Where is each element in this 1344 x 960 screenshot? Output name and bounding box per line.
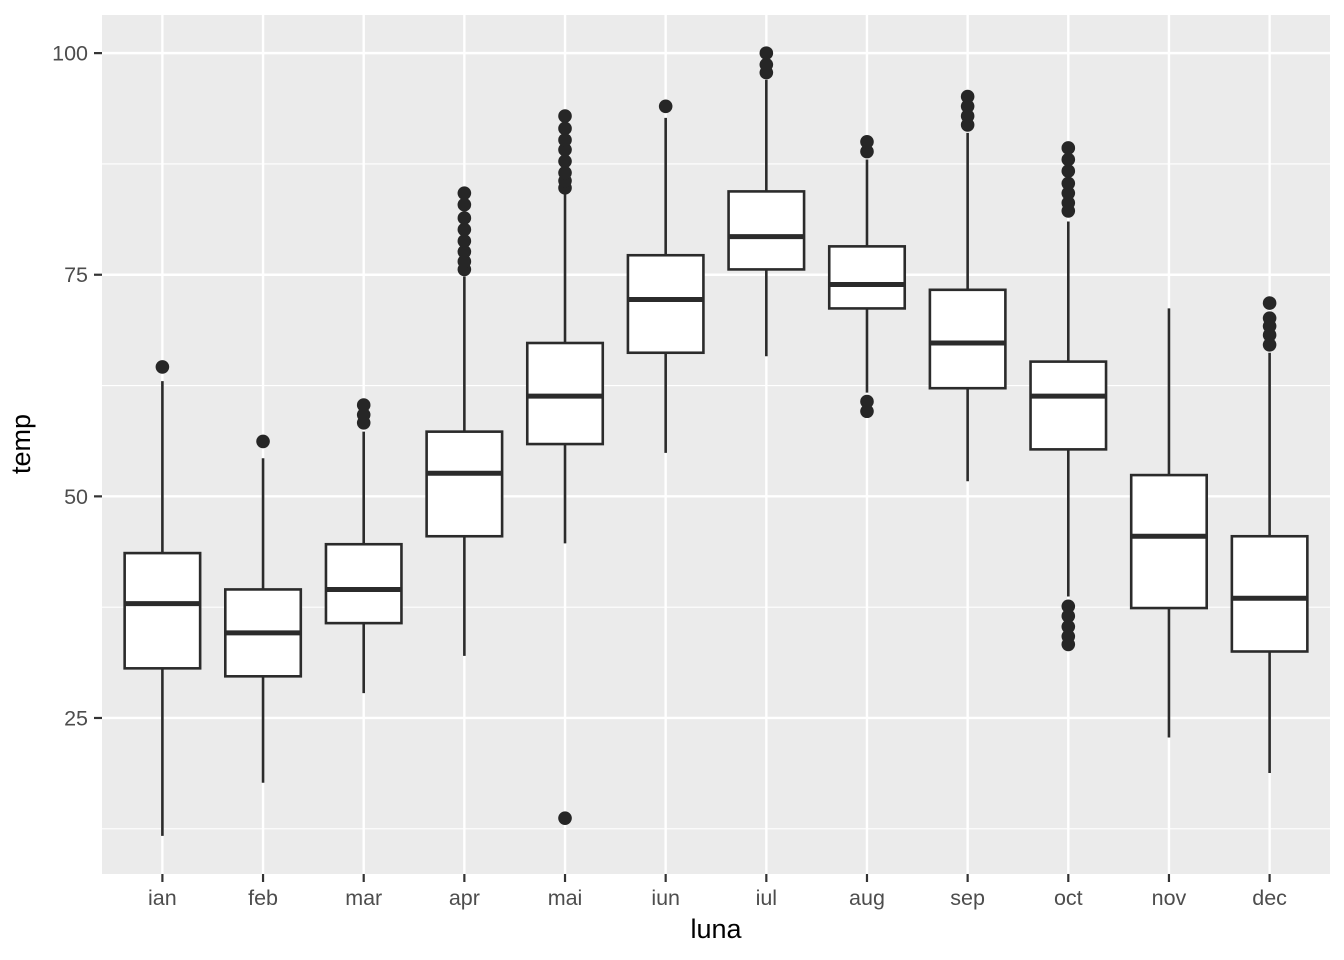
outlier-point-dec [1262, 337, 1277, 352]
x-tick-label-oct: oct [1054, 886, 1083, 910]
plot-panel-layer [102, 15, 1330, 874]
x-tick-label-nov: nov [1152, 886, 1187, 910]
iqr-box-ian [123, 551, 202, 670]
boxplot-iun [626, 99, 705, 453]
y-tick-label-50: 50 [64, 485, 88, 509]
outlier-point-oct [1061, 196, 1076, 210]
boxplot-mar [324, 398, 403, 694]
outlier-point-apr [457, 197, 472, 212]
outlier-point-oct [1061, 152, 1076, 167]
boxplot-ian [123, 360, 202, 836]
iqr-box-mai [525, 341, 605, 446]
outlier-point-sep [960, 89, 975, 104]
outlier-point-iun [658, 99, 673, 114]
outlier-point-oct [1061, 629, 1076, 644]
outlier-point-oct [1061, 141, 1076, 155]
boxplot-feb [224, 434, 303, 783]
outlier-point-apr [457, 186, 472, 200]
outlier-point-apr [457, 222, 472, 237]
iqr-box-sep [928, 288, 1007, 390]
x-tick-label-aug: aug [849, 886, 885, 910]
y-tick-label-25: 25 [64, 706, 88, 730]
boxplot-oct [1029, 141, 1108, 652]
x-tick-label-iun: iun [651, 886, 680, 910]
outlier-point-oct [1061, 164, 1076, 178]
iqr-box-dec [1230, 534, 1309, 653]
boxplot-iul [727, 46, 806, 357]
y-tick-label-100: 100 [52, 42, 88, 66]
outlier-point-iul [759, 46, 774, 60]
outlier-point-mai [558, 109, 572, 123]
outlier-point-mai [558, 165, 572, 180]
x-tick-label-mar: mar [345, 886, 382, 910]
outlier-point-oct [1061, 599, 1076, 614]
boxplot-apr [425, 186, 504, 656]
x-tick-label-ian: ian [148, 886, 177, 910]
outlier-point-mai [558, 154, 572, 169]
outlier-point-mar [356, 408, 371, 422]
outlier-point-aug [860, 134, 874, 149]
outlier-point-oct [1061, 609, 1076, 623]
iqr-box-aug [827, 245, 907, 310]
axes-layer: 100 75 50 25 ian feb mar apr mai iun iul aug sep oct n… [52, 42, 1287, 910]
boxplot-dec [1230, 296, 1309, 773]
x-tick-label-iul: iul [756, 886, 778, 910]
y-axis-title: temp [6, 414, 36, 474]
boxplot-sep [928, 89, 1007, 482]
x-tick-label-apr: apr [449, 886, 480, 910]
outlier-point-mar [356, 398, 371, 412]
outlier-point-dec [1262, 311, 1277, 325]
outlier-point-apr [457, 254, 472, 269]
iqr-box-iul [727, 190, 806, 271]
outlier-point-aug [860, 404, 874, 419]
outlier-point-oct [1061, 176, 1076, 191]
x-axis-title: luna [690, 914, 742, 944]
plot-panel [102, 15, 1330, 874]
iqr-box-apr [425, 430, 504, 538]
outlier-point-apr [457, 244, 472, 259]
boxplot-aug [827, 134, 907, 419]
outlier-point-apr [457, 211, 472, 225]
outlier-point-mai [558, 142, 572, 157]
x-tick-label-dec: dec [1252, 886, 1287, 910]
outlier-point-oct [1061, 186, 1076, 200]
outlier-point-mai [558, 811, 572, 825]
iqr-box-oct [1029, 360, 1108, 451]
boxplot-nov [1129, 308, 1208, 738]
outlier-point-aug [860, 394, 874, 409]
outlier-point-sep [960, 99, 975, 114]
iqr-box-mar [324, 542, 403, 625]
iqr-box-iun [626, 253, 705, 355]
outlier-point-mai [558, 121, 572, 136]
x-tick-label-feb: feb [248, 886, 278, 910]
outlier-point-iul [759, 57, 774, 72]
boxplots-layer [123, 46, 1309, 836]
y-tick-label-75: 75 [64, 263, 88, 287]
boxplot-mai [525, 109, 605, 825]
outlier-point-apr [457, 234, 472, 248]
outlier-point-oct [1061, 619, 1076, 634]
outlier-point-aug [860, 144, 874, 159]
outlier-point-ian [155, 360, 170, 374]
outlier-point-sep [960, 109, 975, 123]
outlier-point-feb [256, 434, 270, 449]
x-tick-label-sep: sep [950, 886, 985, 910]
x-tick-label-mai: mai [548, 886, 583, 910]
iqr-box-nov [1129, 473, 1208, 610]
outlier-point-mai [558, 133, 572, 147]
outlier-point-dec [1262, 296, 1277, 310]
